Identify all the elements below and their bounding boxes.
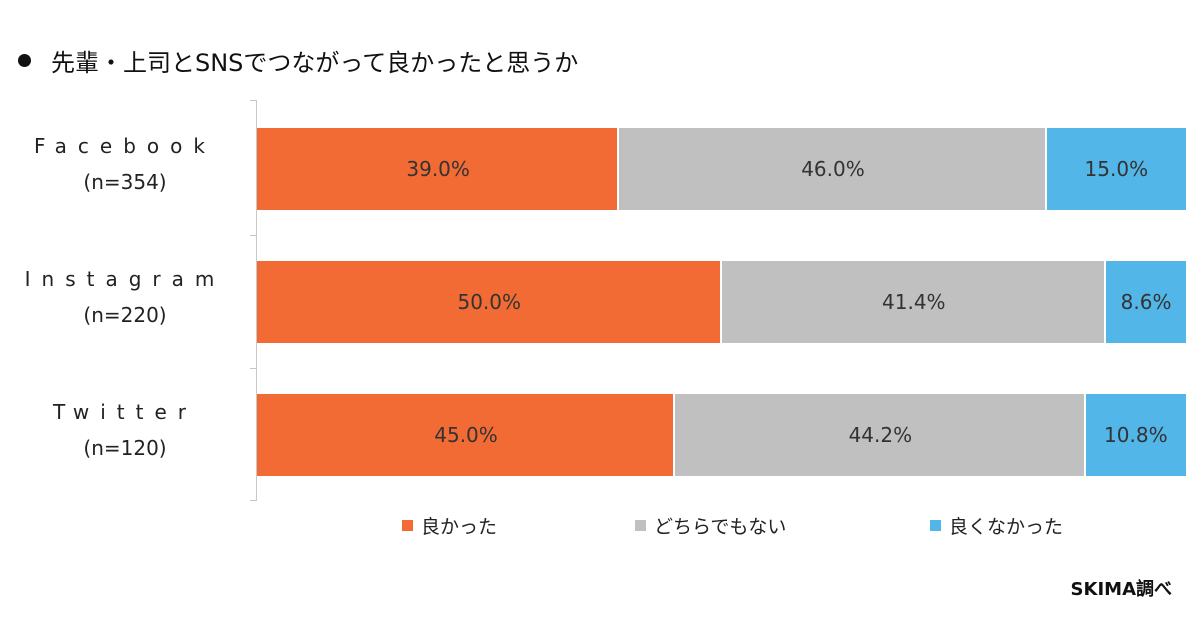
- data-label: 8.6%: [1120, 290, 1172, 314]
- data-label: 44.2%: [848, 423, 913, 447]
- bar-segment: [619, 128, 1047, 210]
- legend-swatch: [635, 520, 646, 531]
- category-name: Instagram: [24, 267, 226, 291]
- legend-item: どちらでもない: [635, 512, 786, 539]
- legend-swatch: [402, 520, 413, 531]
- y-axis-tick: [250, 500, 257, 501]
- category-name: Facebook: [34, 134, 216, 158]
- chart-title: 先輩・上司とSNSでつながって良かったと思うか: [51, 48, 579, 77]
- data-label: 10.8%: [1104, 423, 1168, 447]
- data-label: 45.0%: [434, 423, 498, 447]
- source-note: SKIMA調べ: [1070, 579, 1172, 600]
- legend-label: 良かった: [421, 516, 498, 538]
- legend-item: 良くなかった: [930, 512, 1063, 539]
- bar-segment: [1085, 394, 1186, 476]
- bar-segment: [257, 394, 676, 476]
- legend-label: 良くなかった: [949, 516, 1064, 538]
- y-axis-tick: [250, 100, 257, 101]
- bar-segment: [1106, 261, 1186, 343]
- data-label: 46.0%: [801, 157, 865, 181]
- legend-label: どちらでもない: [654, 516, 787, 538]
- y-axis-tick: [250, 368, 257, 369]
- bullet-icon: [18, 53, 31, 67]
- category-label: Facebook (n=354): [0, 134, 250, 194]
- legend-item: 良かった: [402, 512, 497, 539]
- category-sample-size: (n=120): [83, 436, 167, 460]
- category-sample-size: (n=354): [83, 170, 167, 194]
- data-label: 15.0%: [1084, 157, 1149, 181]
- chart-title-row: 先輩・上司とSNSでつながって良かったと思うか: [18, 40, 578, 80]
- bar-segment: [257, 128, 620, 210]
- data-label: 50.0%: [457, 290, 522, 314]
- category-sample-size: (n=220): [83, 303, 167, 327]
- category-name: Twitter: [52, 400, 198, 424]
- category-label: Twitter (n=120): [0, 400, 250, 460]
- data-label: 39.0%: [406, 157, 470, 181]
- data-label: 41.4%: [882, 290, 946, 314]
- bar-segment: [675, 394, 1086, 476]
- y-axis-line: [256, 100, 257, 500]
- bar-segment: [721, 261, 1107, 343]
- y-axis-tick: [250, 235, 257, 236]
- legend-swatch: [930, 520, 941, 531]
- category-label: Instagram (n=220): [0, 267, 250, 327]
- bar-segment: [257, 261, 722, 343]
- bar-segment: [1046, 128, 1186, 210]
